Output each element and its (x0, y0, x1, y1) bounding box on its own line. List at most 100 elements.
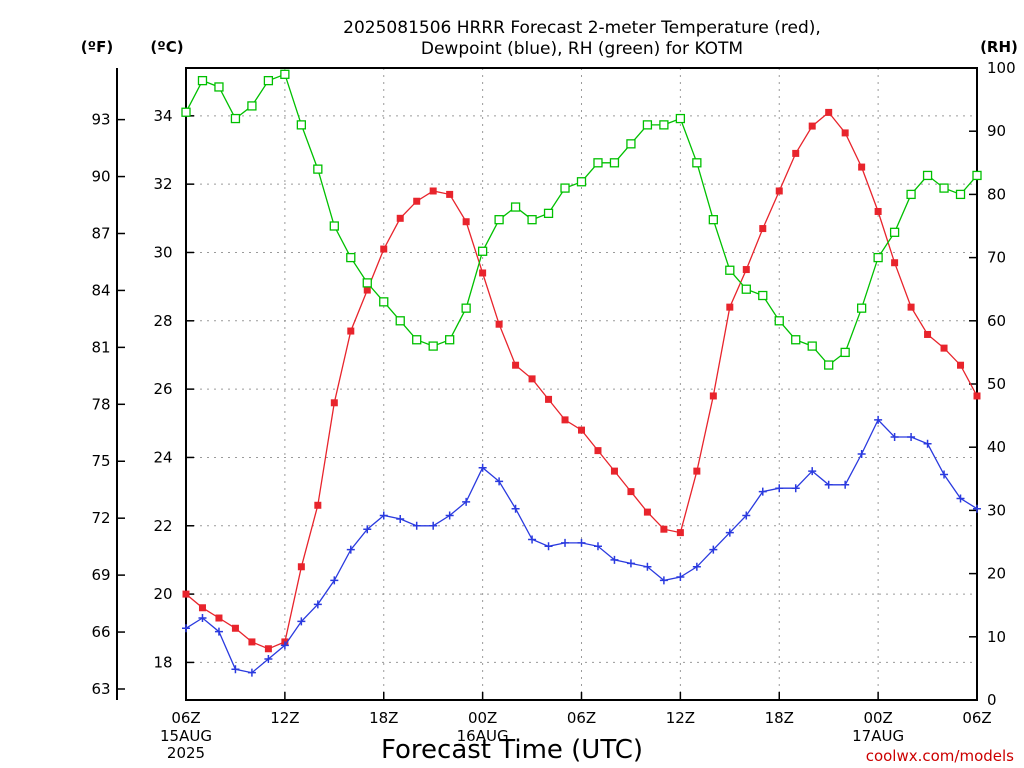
dewpoint-point-2 (214, 627, 223, 636)
fahrenheit-unit-label: (ºF) (81, 38, 113, 56)
dewpoint-point-10 (346, 545, 355, 554)
rh-point-42 (873, 252, 883, 263)
credit-label: coolwx.com/models (866, 747, 1014, 765)
rh-point-29 (659, 120, 669, 130)
rh-point-14 (412, 335, 422, 345)
rh-point-36 (774, 316, 784, 326)
temperature-point-43 (891, 259, 899, 267)
dewpoint-point-3 (231, 665, 240, 674)
dewpoint-point-37 (791, 484, 800, 493)
rh-point-35 (758, 290, 768, 301)
rh-point-10 (346, 252, 356, 263)
temperature-point-24 (578, 426, 585, 434)
rh-point-6 (280, 69, 290, 79)
rh-tick-label-0: 0 (987, 691, 997, 709)
rh-point-0 (181, 107, 191, 117)
rh-point-23 (560, 183, 570, 193)
temperature-point-0 (182, 590, 190, 598)
temperature-point-12 (380, 245, 388, 253)
x-tick-label-8: 06Z (962, 709, 991, 727)
series-dewpoint (182, 415, 981, 677)
dewpoint-point-31 (692, 562, 701, 571)
rh-point-20 (510, 202, 521, 212)
x-tick-sublabel-0-1: 2025 (167, 744, 205, 762)
celsius-tick-label-28: 28 (153, 312, 172, 330)
dewpoint-point-35 (758, 487, 767, 496)
rh-point-12 (379, 297, 389, 307)
temperature-point-31 (693, 467, 701, 475)
rh-point-43 (889, 227, 900, 237)
temperature-point-18 (479, 269, 487, 277)
rh-point-34 (741, 284, 751, 294)
rh-point-27 (626, 139, 636, 149)
rh-point-30 (675, 113, 686, 124)
rh-point-5 (263, 75, 274, 86)
temperature-point-26 (610, 467, 618, 475)
temperature-point-40 (841, 129, 849, 137)
celsius-tick-label-24: 24 (153, 448, 172, 466)
dewpoint-point-16 (445, 511, 454, 520)
rh-point-28 (642, 120, 653, 130)
dewpoint-point-12 (379, 511, 388, 520)
temperature-point-5 (264, 645, 272, 653)
temperature-point-9 (330, 399, 338, 407)
rh-point-17 (461, 303, 471, 313)
rh-point-9 (329, 221, 339, 231)
dewpoint-point-21 (528, 535, 537, 544)
dewpoint-point-20 (511, 504, 520, 513)
dewpoint-point-45 (923, 439, 932, 448)
dewpoint-point-1 (198, 614, 207, 623)
temperature-point-35 (759, 225, 767, 233)
dewpoint-point-48 (973, 504, 981, 513)
series-temperature (182, 108, 981, 653)
rh-tick-label-100: 100 (987, 59, 1016, 77)
dewpoint-point-15 (429, 521, 438, 530)
dewpoint-point-33 (725, 528, 734, 537)
rh-point-21 (527, 215, 537, 225)
rh-unit-label: (RH) (980, 38, 1018, 56)
rh-tick-label-60: 60 (987, 312, 1006, 330)
rh-point-4 (247, 101, 257, 111)
celsius-tick-label-32: 32 (153, 175, 172, 193)
temperature-point-30 (676, 529, 684, 537)
rh-point-39 (824, 360, 834, 370)
temperature-point-33 (726, 303, 734, 311)
x-axis-label: Forecast Time (UTC) (381, 735, 643, 765)
series-rh (181, 69, 982, 370)
dewpoint-point-29 (659, 576, 668, 585)
rh-tick-label-30: 30 (987, 501, 1006, 519)
dewpoint-point-22 (544, 542, 553, 551)
rh-point-40 (840, 347, 850, 358)
rh-point-3 (230, 113, 241, 124)
x-tick-sublabel-3-0: 16AUG (457, 727, 509, 745)
rh-point-47 (955, 189, 966, 200)
temperature-point-3 (231, 624, 239, 632)
dewpoint-point-46 (940, 470, 949, 479)
dewpoint-point-42 (874, 415, 883, 424)
temperature-point-8 (314, 501, 322, 509)
rh-point-24 (576, 177, 587, 187)
dewpoint-point-28 (643, 562, 652, 571)
temperature-point-42 (874, 207, 882, 215)
temperature-point-46 (940, 344, 948, 352)
rh-point-38 (807, 341, 817, 351)
fahrenheit-tick-label-72: 72 (91, 509, 110, 527)
rh-point-33 (725, 265, 735, 275)
fahrenheit-tick-label-69: 69 (91, 566, 110, 584)
dewpoint-point-25 (593, 542, 602, 551)
dewpoint-point-19 (495, 477, 504, 486)
temperature-point-29 (660, 525, 668, 533)
temperature-point-34 (742, 266, 750, 274)
temperature-point-44 (907, 303, 915, 311)
temperature-point-4 (248, 638, 256, 646)
celsius-tick-label-20: 20 (153, 585, 172, 603)
dewpoint-point-24 (577, 538, 586, 547)
rh-point-41 (856, 303, 867, 313)
temperature-point-1 (198, 604, 206, 612)
fahrenheit-tick-label-90: 90 (91, 168, 110, 186)
dewpoint-point-6 (280, 641, 289, 650)
temperature-point-25 (594, 447, 602, 455)
celsius-tick-label-26: 26 (153, 380, 172, 398)
temperature-point-13 (396, 214, 404, 222)
